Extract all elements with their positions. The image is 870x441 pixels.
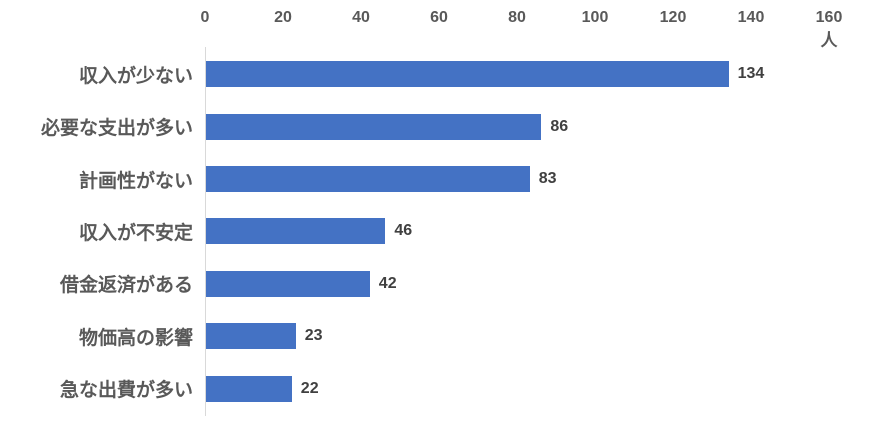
value-label: 83: [538, 170, 557, 188]
bar-row: 借金返済がある 42: [0, 258, 870, 310]
bar: [206, 113, 542, 140]
bar-track: 46: [206, 218, 830, 245]
bar: [206, 270, 370, 297]
bar-row: 物価高の影響 23: [0, 310, 870, 362]
x-axis-tick: 120: [659, 9, 687, 26]
x-axis-tick: 60: [430, 9, 448, 26]
category-label: 必要な支出が多い: [40, 118, 193, 140]
category-label: 計画性がない: [78, 170, 193, 192]
bar: [206, 375, 292, 402]
bar-track: 134: [206, 61, 830, 88]
bar-row: 急な出費が多い 22: [0, 363, 870, 415]
category-label: 急な出費が多い: [59, 380, 193, 402]
x-axis-tick: 80: [508, 9, 526, 26]
bar: [206, 166, 530, 193]
category-label: 収入が不安定: [78, 222, 193, 244]
bar-track: 23: [206, 323, 830, 350]
bar-track: 86: [206, 113, 830, 140]
x-axis-tick: 0: [200, 9, 210, 26]
category-label: 収入が少ない: [78, 65, 193, 87]
x-axis-tick: 140: [737, 9, 765, 26]
bar-row: 収入が少ない 134: [0, 48, 870, 100]
category-label: 借金返済がある: [59, 275, 193, 297]
value-label: 23: [304, 327, 323, 345]
bar: [206, 323, 296, 350]
x-axis-tick: 20: [274, 9, 292, 26]
value-label: 134: [737, 65, 765, 83]
value-label: 86: [550, 117, 569, 135]
x-axis-tick: 100: [581, 9, 609, 26]
bar-row: 計画性がない 83: [0, 153, 870, 205]
bar-track: 83: [206, 166, 830, 193]
bar-track: 42: [206, 270, 830, 297]
x-axis-tick: 160: [815, 9, 843, 26]
value-label: 22: [300, 379, 319, 397]
x-axis: 0 20 40 60 80 100 120 140 160: [201, 8, 843, 28]
x-axis-tick: 40: [352, 9, 370, 26]
value-label: 42: [378, 274, 397, 292]
chart-rows: 収入が少ない 134 必要な支出が多い 86 計画性がない 83 収入が不安定 46 借金返済が…: [0, 48, 870, 415]
bar-track: 22: [206, 375, 830, 402]
value-label: 46: [394, 222, 413, 240]
bar: [206, 61, 729, 88]
bar-row: 必要な支出が多い 86: [0, 100, 870, 152]
y-axis-line: [205, 47, 206, 416]
bar-row: 収入が不安定 46: [0, 205, 870, 257]
bar: [206, 218, 386, 245]
category-label: 物価高の影響: [78, 327, 193, 349]
axis-unit-label: 人: [820, 31, 838, 50]
